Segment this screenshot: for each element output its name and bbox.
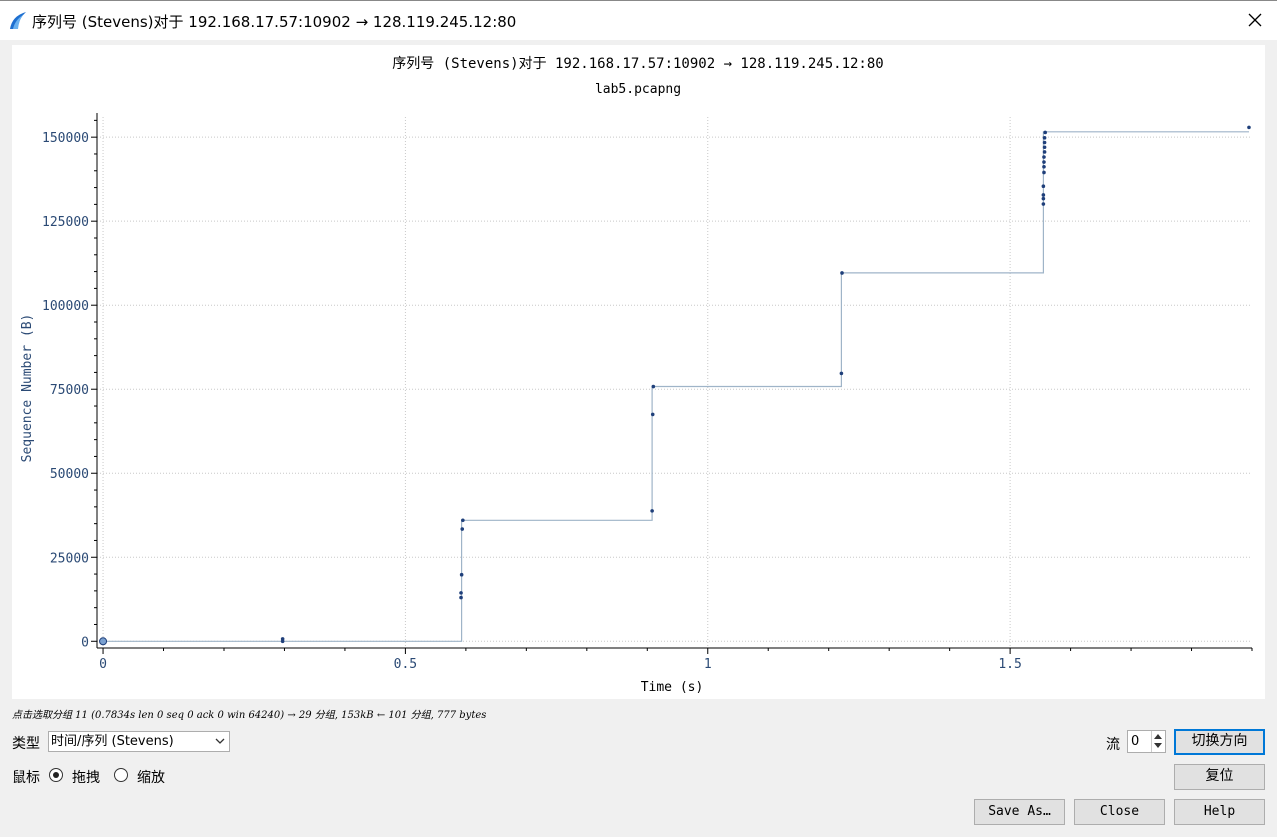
data-point	[1041, 193, 1046, 197]
y-tick-label: 100000	[42, 299, 89, 314]
data-point	[1042, 140, 1047, 145]
x-tick-label: 0.5	[394, 657, 417, 672]
save-as-button[interactable]: Save As…	[974, 799, 1065, 825]
switch-direction-button[interactable]: 切换方向	[1174, 729, 1265, 755]
stream-value: 0	[1131, 734, 1140, 749]
chart-title: 序列号 (Stevens)对于 192.168.17.57:10902 → 12…	[392, 56, 883, 72]
wireshark-fin-icon	[10, 12, 26, 29]
grid	[97, 117, 1252, 648]
chevron-down-icon	[215, 738, 225, 744]
data-point	[1041, 184, 1046, 189]
y-tick-label: 0	[81, 635, 89, 650]
x-tick-label: 1.5	[998, 657, 1021, 672]
points-layer	[99, 125, 1251, 646]
type-label: 类型	[12, 736, 40, 752]
graph-type-select[interactable]: 时间/序列 (Stevens)	[48, 731, 230, 752]
data-point	[1042, 150, 1047, 154]
data-point	[461, 518, 465, 523]
data-point	[1042, 136, 1047, 140]
stream-spinbox[interactable]: 0	[1127, 730, 1166, 753]
data-point	[1042, 170, 1046, 175]
reset-button[interactable]: 复位	[1174, 764, 1265, 790]
data-point	[1041, 196, 1046, 201]
mouse-label: 鼠标	[12, 770, 40, 786]
data-point	[459, 572, 464, 577]
window-title: 序列号 (Stevens)对于 192.168.17.57:10902 → 12…	[32, 13, 517, 31]
zoom-label[interactable]: 缩放	[137, 770, 165, 786]
data-point	[650, 412, 655, 417]
close-icon	[1248, 13, 1262, 27]
y-tick-label: 125000	[42, 215, 89, 230]
data-point	[1247, 125, 1251, 130]
x-tick-label: 0	[99, 657, 107, 672]
data-point	[1043, 130, 1047, 135]
data-point	[840, 271, 844, 275]
data-point	[280, 637, 285, 641]
spin-down-icon[interactable]	[1154, 743, 1162, 748]
stream-label: 流	[1106, 737, 1120, 753]
data-point	[1042, 155, 1046, 159]
stream-spin-buttons[interactable]	[1151, 731, 1165, 752]
step-line-layer	[103, 131, 1249, 642]
graph-type-value: 时间/序列 (Stevens)	[51, 734, 174, 749]
x-axis-label: Time (s)	[641, 680, 704, 695]
data-point	[459, 595, 463, 600]
axes: 0 0.5 1 1.5 0 25000 50000 75000 100000 125000 1500…	[42, 113, 1253, 672]
y-tick-label: 25000	[50, 551, 89, 566]
zoom-radio[interactable]	[114, 768, 128, 782]
data-point	[651, 384, 656, 389]
y-tick-label: 150000	[42, 131, 89, 146]
data-point	[1042, 164, 1046, 169]
data-point	[650, 509, 654, 513]
window-close-button[interactable]	[1233, 1, 1277, 39]
data-point	[1042, 145, 1047, 150]
data-point	[1042, 160, 1046, 164]
drag-label[interactable]: 拖拽	[72, 770, 100, 786]
plot-area[interactable]: 序列号 (Stevens)对于 192.168.17.57:10902 → 12…	[12, 45, 1265, 699]
status-text: 点击选取分组 11 (0.7834s len 0 seq 0 ack 0 win…	[12, 710, 487, 721]
data-point	[459, 591, 463, 595]
close-button[interactable]: Close	[1074, 799, 1165, 825]
selected-point-marker	[99, 637, 108, 646]
sequence-chart[interactable]: 序列号 (Stevens)对于 192.168.17.57:10902 → 12…	[12, 45, 1265, 699]
sequence-step-line	[103, 131, 1249, 642]
data-point	[460, 527, 465, 531]
y-tick-label: 50000	[50, 467, 89, 482]
spin-up-icon[interactable]	[1154, 734, 1162, 739]
data-point	[839, 371, 844, 376]
x-tick-label: 1	[704, 657, 712, 672]
title-bar: 序列号 (Stevens)对于 192.168.17.57:10902 → 12…	[0, 0, 1277, 40]
y-tick-label: 75000	[50, 383, 89, 398]
drag-radio[interactable]	[49, 768, 63, 782]
data-point	[1041, 202, 1046, 206]
y-axis-label: Sequence Number (B)	[20, 314, 35, 463]
help-button[interactable]: Help	[1174, 799, 1265, 825]
chart-subtitle: lab5.pcapng	[595, 82, 681, 97]
